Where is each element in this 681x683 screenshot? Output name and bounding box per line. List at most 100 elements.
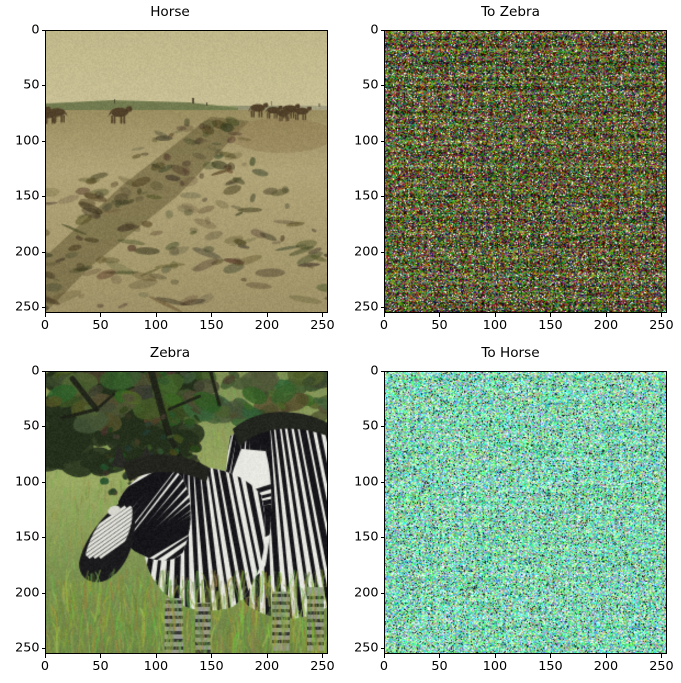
xtick-label: 50 (431, 659, 448, 674)
xtick-label: 100 (482, 318, 508, 333)
ytick-mark (41, 85, 45, 87)
ytick-label: 200 (15, 585, 40, 601)
xtick-mark (266, 654, 268, 658)
ytick-mark (41, 592, 45, 594)
image-to-zebra (385, 31, 666, 312)
panel-title-horse: Horse (150, 4, 190, 20)
xtick-mark (211, 313, 213, 317)
xtick-label: 200 (254, 659, 280, 674)
xtick-label: 0 (379, 659, 389, 674)
axes-frame-to-zebra (384, 30, 667, 313)
panel-title-zebra: Zebra (149, 345, 191, 361)
xtick-label: 50 (92, 318, 109, 333)
xtick-mark (211, 654, 213, 658)
ytick-label: 150 (354, 529, 379, 545)
ytick-mark (380, 85, 384, 87)
panel-to-zebra: To Zebra 0 50 100 150 200 250 0 50 100 150 200 250 (340, 4, 681, 342)
ytick-mark (380, 251, 384, 253)
ytick-label: 100 (354, 474, 379, 490)
ytick-label: 250 (354, 299, 379, 315)
xtick-label: 100 (143, 318, 169, 333)
axes-frame-horse (45, 30, 328, 313)
ytick-label: 250 (15, 640, 40, 656)
ytick-label: 0 (31, 363, 40, 379)
xtick-mark (45, 313, 46, 317)
axes-to-zebra[interactable]: 0 50 100 150 200 250 0 50 100 150 200 250 (354, 24, 674, 333)
panel-zebra: Zebra 0 50 100 150 200 250 0 50 100 150 200 250 (0, 345, 340, 683)
image-zebra (46, 372, 327, 653)
ytick-label: 50 (362, 77, 379, 93)
xtick-mark (100, 654, 102, 658)
ytick-mark (41, 426, 45, 428)
ytick-mark (41, 481, 45, 483)
ytick-label: 150 (354, 188, 379, 204)
xtick-label: 250 (649, 318, 674, 333)
axes-horse[interactable]: 0 50 100 150 200 250 0 50 100 150 200 250 (15, 24, 335, 333)
xtick-mark (155, 654, 157, 658)
ytick-mark (41, 30, 45, 31)
ytick-mark (41, 251, 45, 253)
ytick-label: 100 (354, 133, 379, 149)
ytick-label: 150 (15, 529, 40, 545)
xtick-label: 100 (482, 659, 508, 674)
ytick-mark (41, 140, 45, 142)
xtick-mark (322, 654, 324, 658)
xtick-label: 0 (40, 659, 50, 674)
ytick-label: 100 (15, 133, 40, 149)
xtick-label: 50 (431, 318, 448, 333)
xtick-label: 200 (593, 659, 619, 674)
xtick-mark (661, 654, 663, 658)
xtick-mark (384, 313, 385, 317)
ytick-mark (380, 648, 384, 650)
xtick-label: 250 (310, 318, 335, 333)
ytick-mark (41, 196, 45, 198)
ytick-label: 150 (15, 188, 40, 204)
ytick-label: 0 (370, 363, 379, 379)
panel-horse: Horse 0 50 100 150 200 250 0 50 100 150 200 250 (0, 4, 340, 342)
ytick-label: 250 (354, 640, 379, 656)
ytick-label: 50 (362, 418, 379, 434)
ytick-label: 200 (15, 244, 40, 260)
ytick-mark (380, 481, 384, 483)
axes-to-horse[interactable]: 0 50 100 150 200 250 0 50 100 150 200 250 (354, 365, 674, 674)
ytick-label: 200 (354, 585, 379, 601)
panel-to-horse: To Horse 0 50 100 150 200 250 0 50 100 150 200 250 (340, 345, 681, 683)
xtick-label: 250 (310, 659, 335, 674)
xtick-mark (155, 313, 157, 317)
ytick-mark (380, 371, 384, 372)
ytick-label: 0 (370, 22, 379, 38)
xtick-mark (322, 313, 324, 317)
xtick-label: 0 (379, 318, 389, 333)
xtick-label: 200 (593, 318, 619, 333)
ytick-mark (380, 140, 384, 142)
image-horse (46, 31, 327, 312)
xtick-label: 200 (254, 318, 280, 333)
ytick-label: 0 (31, 22, 40, 38)
ytick-mark (41, 371, 45, 372)
xtick-label: 50 (92, 659, 109, 674)
ytick-mark (41, 648, 45, 650)
xtick-mark (384, 654, 385, 658)
xtick-mark (494, 654, 496, 658)
ytick-label: 200 (354, 244, 379, 260)
xtick-mark (100, 313, 102, 317)
axes-frame-zebra (45, 371, 328, 654)
panel-title-to-zebra: To Zebra (481, 4, 540, 20)
ytick-label: 50 (23, 77, 40, 93)
axes-frame-to-horse (384, 371, 667, 654)
xtick-mark (266, 313, 268, 317)
xtick-mark (494, 313, 496, 317)
xtick-label: 150 (538, 318, 563, 333)
ytick-mark (380, 30, 384, 31)
xtick-label: 150 (538, 659, 563, 674)
ytick-mark (380, 307, 384, 309)
axes-zebra[interactable]: 0 50 100 150 200 250 0 50 100 150 200 250 (15, 365, 335, 674)
xtick-mark (550, 654, 552, 658)
xtick-label: 100 (143, 659, 169, 674)
ytick-mark (380, 592, 384, 594)
image-to-horse (385, 372, 666, 653)
xtick-label: 250 (649, 659, 674, 674)
ytick-label: 100 (15, 474, 40, 490)
xtick-mark (605, 654, 607, 658)
